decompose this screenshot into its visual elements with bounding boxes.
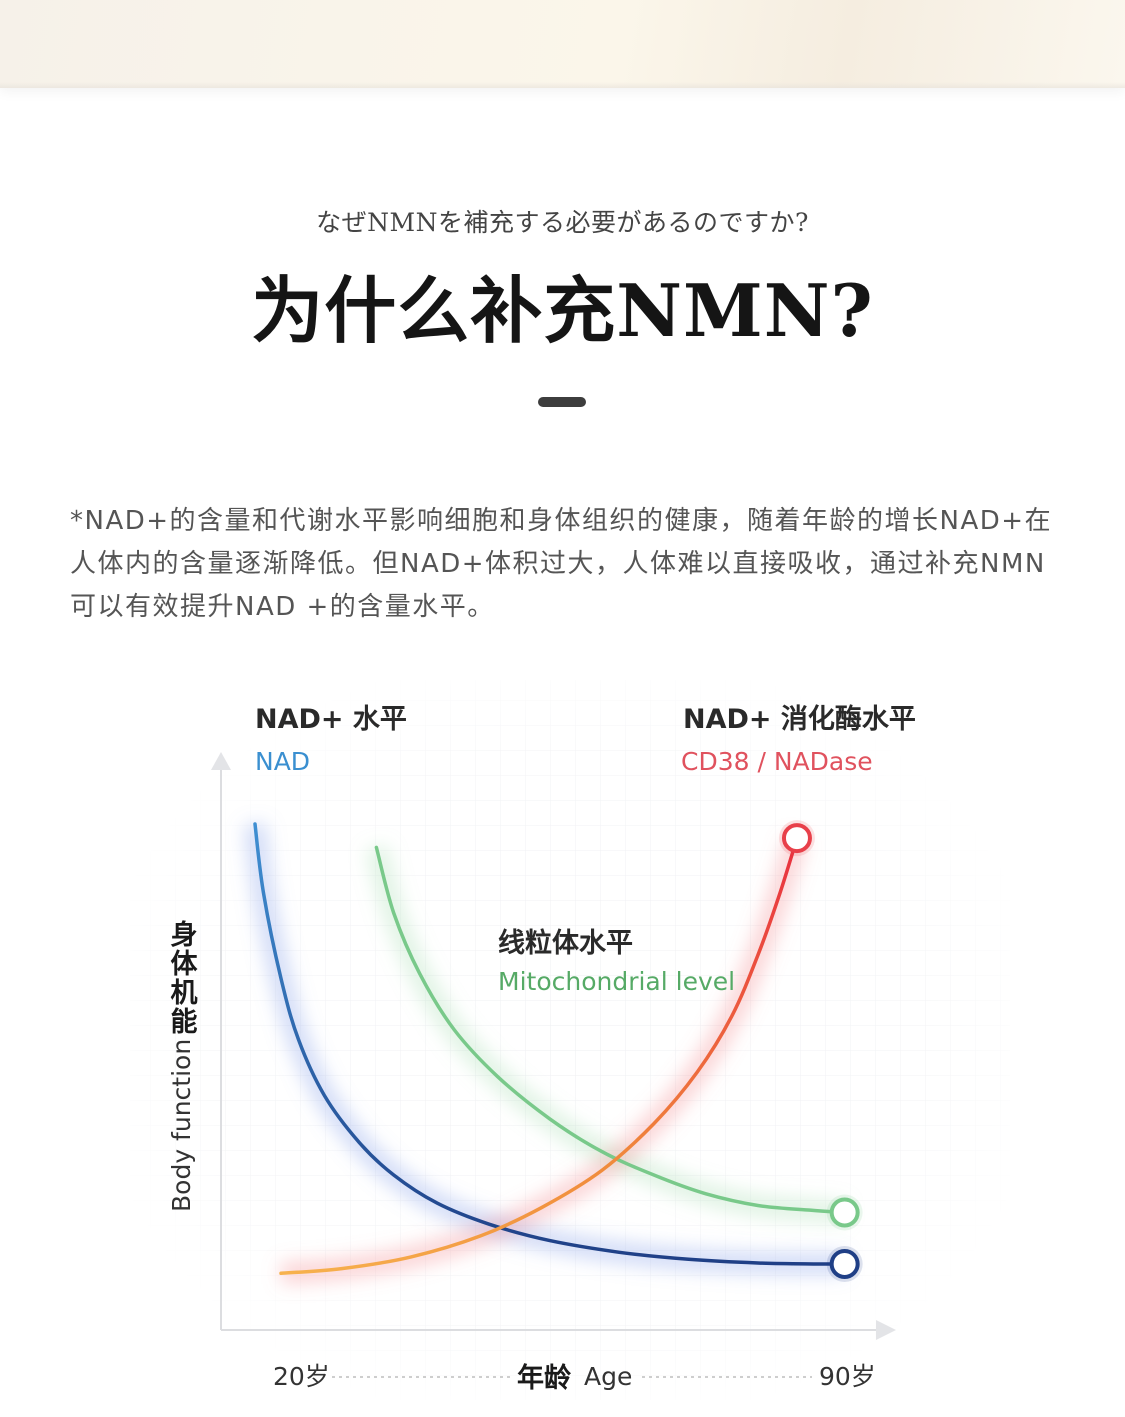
intro-paragraph: *NAD+的含量和代谢水平影响细胞和身体组织的健康，随着年龄的增长NAD+在人体…	[70, 506, 1053, 622]
legend-nad-en: NAD	[255, 747, 310, 776]
series-nad-line	[253, 822, 847, 1266]
subtitle-japanese: なぜNMNを補充する必要があるのですか?	[316, 208, 809, 237]
x-axis-label-en: Age	[584, 1362, 632, 1391]
series-mito-line	[374, 845, 847, 1215]
series-mito-end-marker	[829, 1197, 860, 1228]
series-cd38-line	[279, 836, 799, 1276]
series-nad-end-marker	[829, 1248, 860, 1279]
series-cd38-end-marker	[781, 823, 812, 854]
chart-grid-fade	[130, 680, 1010, 1400]
legend-cd38-en: CD38 / NADase	[681, 747, 873, 776]
title-divider	[538, 397, 586, 407]
page-title: 为什么补充NMN?	[251, 268, 874, 353]
y-axis-label-cn: 身体机能	[166, 919, 198, 1036]
y-axis-arrow-icon	[211, 752, 231, 770]
x-tick-label-start: 20岁	[273, 1362, 330, 1391]
x-tick-label-end: 90岁	[819, 1362, 876, 1391]
legend-cd38-cn: NAD+ 消化酶水平	[683, 704, 916, 735]
y-axis-label-en: Body function	[167, 1039, 196, 1212]
x-axis-arrow-icon	[876, 1320, 896, 1340]
legend-mito-en: Mitochondrial level	[498, 967, 735, 996]
x-axis-label-cn: 年龄	[517, 1362, 572, 1394]
legend-nad-cn: NAD+ 水平	[255, 704, 407, 735]
top-banner	[0, 0, 1125, 88]
legend-mito-cn: 线粒体水平	[498, 928, 633, 959]
